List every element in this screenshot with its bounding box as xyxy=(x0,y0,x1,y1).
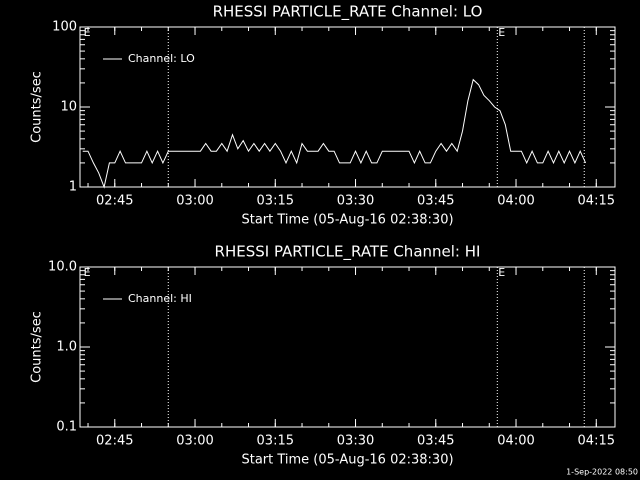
x-tick-label: 04:00 xyxy=(497,194,534,209)
y-tick-label: 100 xyxy=(52,20,77,35)
x-tick-label: 03:30 xyxy=(337,434,374,449)
x-tick-label: 03:15 xyxy=(257,434,294,449)
flag-label: E xyxy=(84,26,91,39)
timestamp: 1-Sep-2022 08:50 xyxy=(566,468,638,477)
x-tick-label: 03:00 xyxy=(176,434,213,449)
legend-label: Channel: LO xyxy=(128,52,195,65)
x-tick-label: 03:45 xyxy=(417,194,454,209)
chart-title: RHESSI PARTICLE_RATE Channel: HI xyxy=(215,243,481,262)
y-tick-label: 1 xyxy=(69,180,77,195)
x-tick-label: 03:30 xyxy=(337,194,374,209)
y-tick-label: 10.0 xyxy=(48,260,77,275)
chart-title: RHESSI PARTICLE_RATE Channel: LO xyxy=(213,3,483,22)
flag-label: E xyxy=(84,266,91,279)
x-axis-label: Start Time (05-Aug-16 02:38:30) xyxy=(241,453,453,468)
y-axis-label: Counts/sec xyxy=(30,311,45,383)
x-tick-label: 04:15 xyxy=(578,194,615,209)
legend-label: Channel: HI xyxy=(128,292,192,305)
x-tick-label: 03:00 xyxy=(176,194,213,209)
y-axis-label: Counts/sec xyxy=(30,71,45,143)
x-axis-label: Start Time (05-Aug-16 02:38:30) xyxy=(241,213,453,228)
y-tick-label: 10 xyxy=(60,100,77,115)
x-tick-label: 03:15 xyxy=(257,194,294,209)
y-tick-label: 1.0 xyxy=(56,340,77,355)
x-tick-label: 04:15 xyxy=(578,434,615,449)
x-tick-label: 04:00 xyxy=(497,434,534,449)
data-line xyxy=(82,78,587,189)
flag-label: E xyxy=(498,26,505,39)
flag-label: E xyxy=(498,266,505,279)
x-tick-label: 03:45 xyxy=(417,434,454,449)
x-tick-label: 02:45 xyxy=(96,434,133,449)
y-tick-label: 0.1 xyxy=(56,420,77,435)
plot-frame xyxy=(79,266,616,428)
x-tick-label: 02:45 xyxy=(96,194,133,209)
